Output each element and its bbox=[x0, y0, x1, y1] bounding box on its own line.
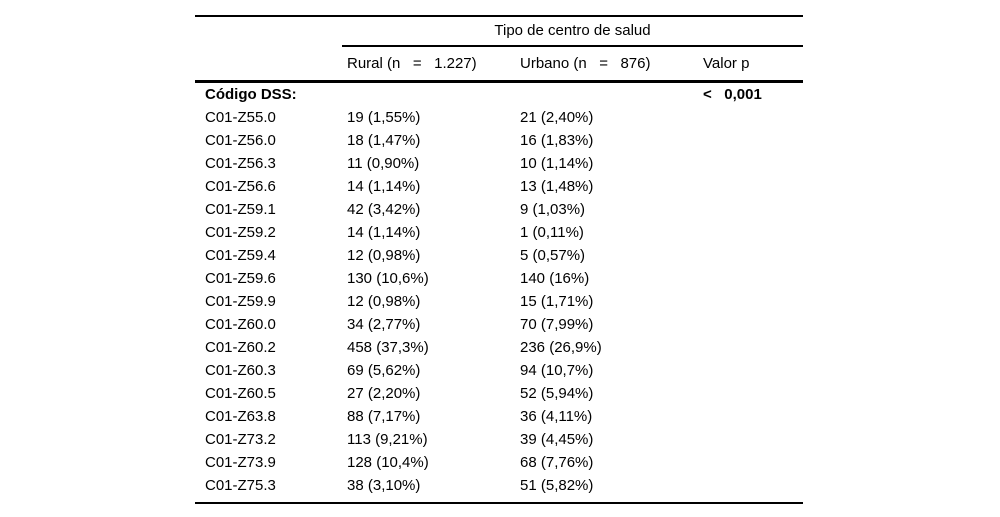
bottom-rule bbox=[195, 502, 803, 504]
cell-rural: 38 (3,10%) bbox=[347, 477, 421, 494]
cell-rural: 18 (1,47%) bbox=[347, 132, 421, 149]
cell-urbano: 236 (26,9%) bbox=[520, 339, 602, 356]
top-rule bbox=[195, 15, 803, 17]
cell-rural: 12 (0,98%) bbox=[347, 247, 421, 264]
cell-urbano: 15 (1,71%) bbox=[520, 293, 594, 310]
cell-label: C01-Z75.3 bbox=[205, 477, 276, 494]
group-row-valor-p: < 0,001 bbox=[703, 86, 762, 103]
table-row: C01-Z63.8 88 (7,17%) 36 (4,11%) bbox=[195, 405, 803, 428]
spanner-header-row: Tipo de centro de salud bbox=[195, 17, 803, 45]
table-row: C01-Z73.2 113 (9,21%) 39 (4,45%) bbox=[195, 428, 803, 451]
cell-rural: 27 (2,20%) bbox=[347, 385, 421, 402]
table-row: C01-Z59.6 130 (10,6%) 140 (16%) bbox=[195, 267, 803, 290]
cell-label: C01-Z73.2 bbox=[205, 431, 276, 448]
group-row-label: Código DSS: bbox=[205, 86, 297, 103]
cell-urbano: 13 (1,48%) bbox=[520, 178, 594, 195]
column-header-urbano: Urbano (n = 876) bbox=[520, 55, 651, 72]
cell-label: C01-Z60.3 bbox=[205, 362, 276, 379]
table-row: C01-Z60.3 69 (5,62%) 94 (10,7%) bbox=[195, 359, 803, 382]
cell-label: C01-Z56.3 bbox=[205, 155, 276, 172]
cell-rural: 458 (37,3%) bbox=[347, 339, 429, 356]
cell-urbano: 70 (7,99%) bbox=[520, 316, 594, 333]
cell-rural: 113 (9,21%) bbox=[347, 431, 428, 448]
cell-label: C01-Z59.6 bbox=[205, 270, 276, 287]
cell-urbano: 36 (4,11%) bbox=[520, 408, 593, 425]
table-body: Código DSS: < 0,001 C01-Z55.0 19 (1,55%) 2… bbox=[195, 83, 803, 502]
cell-label: C01-Z56.0 bbox=[205, 132, 276, 149]
cell-label: C01-Z55.0 bbox=[205, 109, 276, 126]
table-row: C01-Z55.0 19 (1,55%) 21 (2,40%) bbox=[195, 106, 803, 129]
cell-urbano: 94 (10,7%) bbox=[520, 362, 594, 379]
cell-rural: 19 (1,55%) bbox=[347, 109, 421, 126]
cell-urbano: 10 (1,14%) bbox=[520, 155, 594, 172]
cell-rural: 128 (10,4%) bbox=[347, 454, 429, 471]
cell-urbano: 140 (16%) bbox=[520, 270, 590, 287]
spanner-rule bbox=[342, 45, 803, 47]
cell-rural: 42 (3,42%) bbox=[347, 201, 421, 218]
header-rule bbox=[195, 80, 803, 83]
cell-urbano: 9 (1,03%) bbox=[520, 201, 586, 218]
cell-urbano: 16 (1,83%) bbox=[520, 132, 594, 149]
table-row: C01-Z56.6 14 (1,14%) 13 (1,48%) bbox=[195, 175, 803, 198]
cell-label: C01-Z60.0 bbox=[205, 316, 276, 333]
table-row: C01-Z60.2 458 (37,3%) 236 (26,9%) bbox=[195, 336, 803, 359]
cell-label: C01-Z56.6 bbox=[205, 178, 276, 195]
cell-urbano: 51 (5,82%) bbox=[520, 477, 594, 494]
table-row: C01-Z73.9 128 (10,4%) 68 (7,76%) bbox=[195, 451, 803, 474]
table-row: C01-Z59.1 42 (3,42%) 9 (1,03%) bbox=[195, 198, 803, 221]
cell-urbano: 39 (4,45%) bbox=[520, 431, 594, 448]
table-row: C01-Z56.3 11 (0,90%) 10 (1,14%) bbox=[195, 152, 803, 175]
cell-urbano: 1 (0,11%) bbox=[520, 224, 584, 241]
cell-rural: 130 (10,6%) bbox=[347, 270, 429, 287]
spanner-header-label: Tipo de centro de salud bbox=[494, 22, 651, 39]
cell-rural: 12 (0,98%) bbox=[347, 293, 421, 310]
table-row: C01-Z59.4 12 (0,98%) 5 (0,57%) bbox=[195, 244, 803, 267]
table-row: C01-Z60.0 34 (2,77%) 70 (7,99%) bbox=[195, 313, 803, 336]
table-row: C01-Z59.2 14 (1,14%) 1 (0,11%) bbox=[195, 221, 803, 244]
table-row: C01-Z75.3 38 (3,10%) 51 (5,82%) bbox=[195, 474, 803, 497]
cell-rural: 14 (1,14%) bbox=[347, 224, 421, 241]
group-header-row: Código DSS: < 0,001 bbox=[195, 83, 803, 106]
statistics-table: Tipo de centro de salud Rural (n = 1.227… bbox=[195, 15, 803, 504]
column-header-rural: Rural (n = 1.227) bbox=[347, 55, 477, 72]
cell-urbano: 68 (7,76%) bbox=[520, 454, 594, 471]
column-header-valor-p: Valor p bbox=[703, 55, 750, 72]
cell-urbano: 21 (2,40%) bbox=[520, 109, 594, 126]
cell-rural: 34 (2,77%) bbox=[347, 316, 421, 333]
cell-label: C01-Z59.1 bbox=[205, 201, 276, 218]
cell-label: C01-Z60.2 bbox=[205, 339, 276, 356]
cell-label: C01-Z63.8 bbox=[205, 408, 276, 425]
table-row: C01-Z59.9 12 (0,98%) 15 (1,71%) bbox=[195, 290, 803, 313]
cell-urbano: 5 (0,57%) bbox=[520, 247, 586, 264]
cell-label: C01-Z59.9 bbox=[205, 293, 276, 310]
cell-rural: 14 (1,14%) bbox=[347, 178, 421, 195]
cell-rural: 88 (7,17%) bbox=[347, 408, 421, 425]
cell-rural: 11 (0,90%) bbox=[347, 155, 420, 172]
cell-label: C01-Z73.9 bbox=[205, 454, 276, 471]
cell-label: C01-Z60.5 bbox=[205, 385, 276, 402]
cell-label: C01-Z59.4 bbox=[205, 247, 276, 264]
cell-label: C01-Z59.2 bbox=[205, 224, 276, 241]
cell-rural: 69 (5,62%) bbox=[347, 362, 421, 379]
column-header-row: Rural (n = 1.227) Urbano (n = 876) Valor… bbox=[195, 47, 803, 80]
table-row: C01-Z60.5 27 (2,20%) 52 (5,94%) bbox=[195, 382, 803, 405]
table-row: C01-Z56.0 18 (1,47%) 16 (1,83%) bbox=[195, 129, 803, 152]
cell-urbano: 52 (5,94%) bbox=[520, 385, 594, 402]
